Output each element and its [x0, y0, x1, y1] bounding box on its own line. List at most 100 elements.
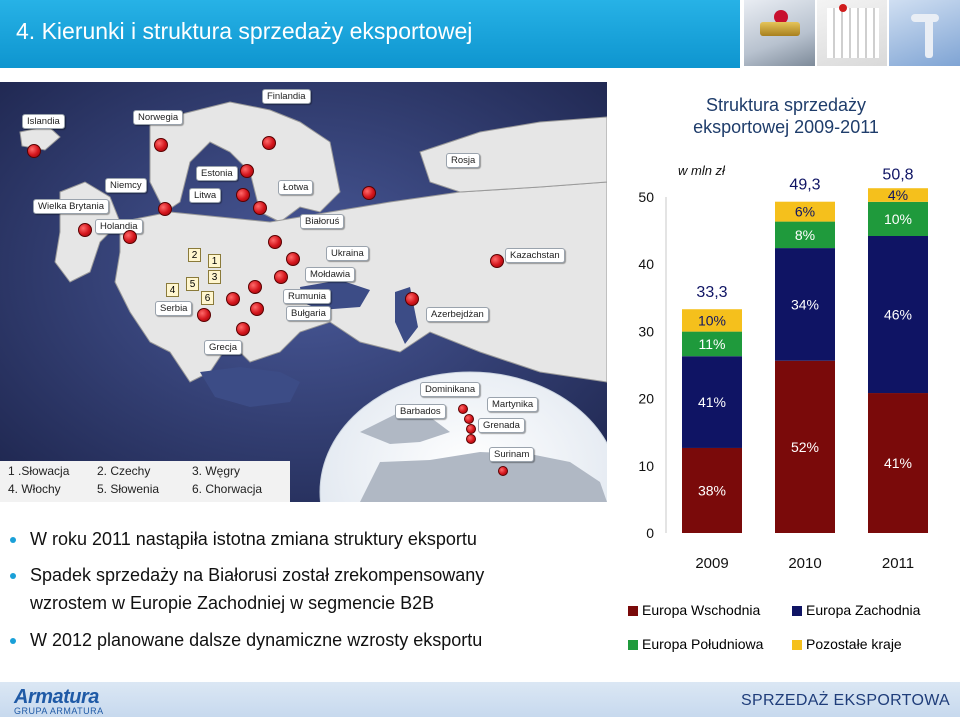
legend-swatch [628, 606, 638, 616]
map-marker-rumunia [248, 280, 262, 294]
segment-label: 10% [884, 211, 912, 227]
bullet-dot-icon [10, 573, 16, 579]
map-label-finlandia: Finlandia [262, 89, 311, 104]
map-marker-serbia [226, 292, 240, 306]
map-marker-estonia [240, 164, 254, 178]
total-label: 50,8 [882, 167, 913, 184]
segment-label: 8% [795, 227, 815, 243]
bar-segment [868, 236, 928, 394]
map-label-litwa: Litwa [189, 188, 222, 203]
y-tick-label: 20 [638, 391, 654, 407]
segment-label: 4% [888, 187, 908, 203]
chart-title-line-2: eksportowej 2009-2011 [693, 117, 879, 137]
radiator-icon [816, 0, 888, 66]
bar-segment [775, 248, 835, 361]
y-tick-label: 30 [638, 323, 654, 339]
valve-icon [744, 0, 815, 66]
map-legend-item: 5. Słowenia [97, 482, 160, 496]
legend-swatch [792, 640, 802, 650]
bar-segment [868, 201, 928, 237]
map-marker-martynika [466, 424, 476, 434]
map-legend-item: 6. Chorwacja [192, 482, 263, 496]
segment-label: 41% [884, 455, 912, 471]
bar-segment [682, 356, 742, 448]
bar-segment [775, 360, 835, 533]
map-marker-wlochy [197, 308, 211, 322]
bar-segment [868, 393, 928, 533]
map-marker-moldawia [274, 270, 288, 284]
total-label: 49,3 [789, 177, 820, 194]
footer-bar [0, 682, 960, 717]
map-marker-lotwa [236, 188, 250, 202]
map-label-grenada: Grenada [478, 418, 525, 433]
map-marker-litwa [253, 201, 267, 215]
export-structure-chart: 0 10 20 30 40 50 w mln zł 38% 41% 11% 10% 33,3 2009 5… [638, 163, 928, 572]
map-label-surinam: Surinam [489, 447, 535, 462]
total-label: 33,3 [696, 284, 727, 301]
map-label-bialorus: Białoruś [300, 214, 345, 229]
map-legend-item: 4. Włochy [8, 482, 61, 496]
segment-label: 6% [795, 204, 815, 220]
map-number-4: 4 [166, 283, 179, 297]
category-label: 2010 [788, 555, 821, 572]
unit-label: w mln zł [678, 163, 726, 178]
bar-segment [775, 201, 835, 222]
map-marker-islandia [27, 144, 41, 158]
category-label: 2009 [695, 555, 728, 572]
segment-label: 41% [698, 394, 726, 410]
segment-label: 34% [791, 296, 819, 312]
page-title: 4. Kierunki i struktura sprzedaży ekspor… [16, 18, 473, 44]
map-label-rosja: Rosja [446, 153, 481, 168]
map-marker-grenada [466, 434, 476, 444]
map-label-islandia: Islandia [22, 114, 65, 129]
map-label-barbados: Barbados [395, 404, 446, 419]
map-number-5: 5 [186, 277, 199, 291]
segment-label: 11% [699, 336, 726, 352]
map-label-rumunia: Rumunia [283, 289, 332, 304]
bar-segment [682, 447, 742, 533]
map-marker-barbados [464, 414, 474, 424]
segment-label: 46% [884, 307, 912, 323]
map-label-wielka-brytania: Wielka Brytania [33, 199, 109, 214]
map-number-3: 3 [208, 270, 221, 284]
map-label-martynika: Martynika [487, 397, 539, 412]
map-country-legend: 1 .Słowacja 2. Czechy 3. Węgry 4. Włochy… [0, 461, 290, 502]
map-number-2: 2 [188, 248, 201, 262]
map-marker-azerbejdzan [405, 292, 419, 306]
map-marker-grecja [236, 322, 250, 336]
map-label-azerbejdzan: Azerbejdżan [426, 307, 489, 322]
map-marker-norwegia [154, 138, 168, 152]
map-marker-bulgaria [250, 302, 264, 316]
map-legend-item: 3. Węgry [192, 464, 241, 478]
map-marker-wielka-brytania [78, 223, 92, 237]
y-tick-label: 0 [646, 525, 654, 541]
map-label-lotwa: Łotwa [278, 180, 314, 195]
map-label-estonia: Estonia [196, 166, 238, 181]
y-tick-label: 50 [638, 189, 654, 205]
bar-segment [682, 331, 742, 357]
map-label-ukraina: Ukraina [326, 246, 369, 261]
legend-label: Europa Zachodnia [806, 602, 921, 618]
header-bar: 4. Kierunki i struktura sprzedaży ekspor… [0, 0, 740, 68]
bullet-dot-icon [10, 638, 16, 644]
map-label-niemcy: Niemcy [105, 178, 147, 193]
legend-label: Pozostałe kraje [806, 636, 902, 652]
map-number-6: 6 [201, 291, 214, 305]
chart-title: Struktura sprzedaży eksportowej 2009-201… [640, 94, 932, 138]
segment-label: 38% [698, 482, 726, 498]
bar-segment [868, 188, 928, 202]
map-marker-niemcy [158, 202, 172, 216]
map-label-moldawia: Mołdawia [305, 267, 356, 282]
map-label-norwegia: Norwegia [133, 110, 184, 125]
y-tick-label: 10 [638, 458, 654, 474]
legend-label: Europa Wschodnia [642, 602, 761, 618]
map-number-1: 1 [208, 254, 221, 268]
y-tick-label: 40 [638, 256, 654, 272]
map-label-serbia: Serbia [155, 301, 193, 316]
category-label: 2011 [882, 555, 914, 572]
map-legend-item: 2. Czechy [97, 464, 151, 478]
bar-segment [775, 221, 835, 249]
export-map: Islandia Norwegia Finlandia Estonia Niem… [0, 82, 607, 502]
map-label-grecja: Grecja [204, 340, 242, 355]
map-marker-surinam [498, 466, 508, 476]
